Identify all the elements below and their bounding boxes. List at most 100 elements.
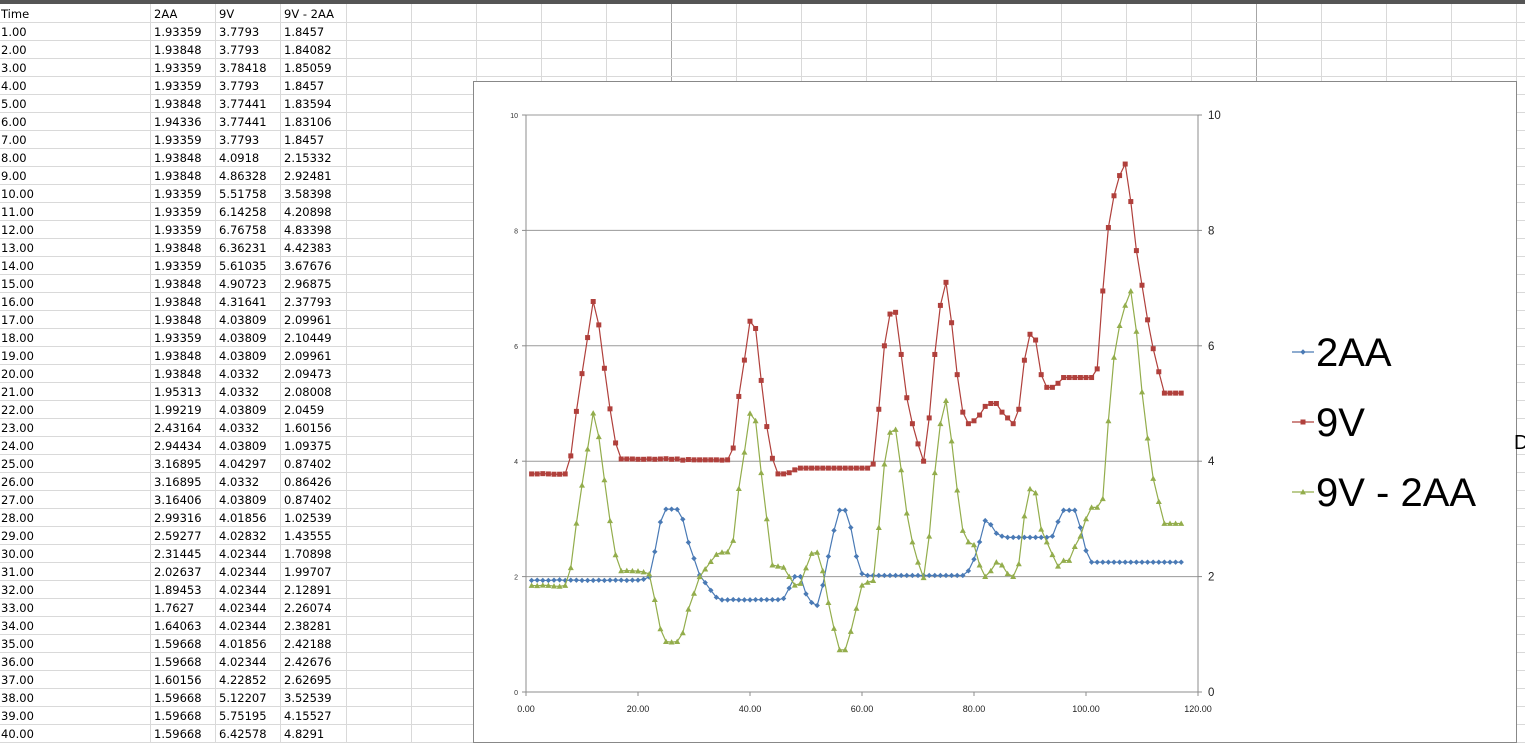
cell-2aa[interactable]: 1.94336 [154, 115, 202, 129]
cell-9v[interactable]: 3.7793 [219, 79, 260, 93]
cell-9v[interactable]: 6.36231 [219, 241, 267, 255]
cell-9v-minus-2aa[interactable]: 4.15527 [284, 709, 332, 723]
cell-9v[interactable]: 4.01856 [219, 637, 267, 651]
cell-9v[interactable]: 3.78418 [219, 61, 267, 75]
cell-9v-minus-2aa[interactable]: 4.42383 [284, 241, 332, 255]
cell-9v-minus-2aa[interactable]: 2.09961 [284, 349, 332, 363]
cell-2aa[interactable]: 1.93848 [154, 43, 202, 57]
cell-2aa[interactable]: 1.59668 [154, 709, 202, 723]
cell-time[interactable]: 39.00 [1, 709, 34, 723]
cell-9v-minus-2aa[interactable]: 2.09473 [284, 367, 332, 381]
cell-2aa[interactable]: 2.94434 [154, 439, 202, 453]
cell-time[interactable]: 21.00 [1, 385, 34, 399]
cell-time[interactable]: 30.00 [1, 547, 34, 561]
cell-2aa[interactable]: 2.59277 [154, 529, 202, 543]
cell-time[interactable]: 36.00 [1, 655, 34, 669]
cell-time[interactable]: 38.00 [1, 691, 34, 705]
cell-2aa[interactable]: 1.93848 [154, 97, 202, 111]
cell-9v[interactable]: 4.0332 [219, 385, 260, 399]
cell-2aa[interactable]: 1.93359 [154, 187, 202, 201]
cell-9v[interactable]: 4.02344 [219, 565, 267, 579]
cell-9v-minus-2aa[interactable]: 1.09375 [284, 439, 332, 453]
cell-9v-minus-2aa[interactable]: 2.08008 [284, 385, 332, 399]
cell-9v-minus-2aa[interactable]: 1.83594 [284, 97, 332, 111]
cell-2aa[interactable]: 3.16895 [154, 457, 202, 471]
cell-9v[interactable]: 3.7793 [219, 43, 260, 57]
cell-2aa[interactable]: 1.93359 [154, 133, 202, 147]
cell-9v-minus-2aa[interactable]: 4.8291 [284, 727, 325, 741]
header-cell-2aa[interactable]: 2AA [154, 7, 178, 21]
cell-time[interactable]: 26.00 [1, 475, 34, 489]
cell-2aa[interactable]: 1.7627 [154, 601, 195, 615]
cell-9v[interactable]: 5.12207 [219, 691, 267, 705]
cell-9v[interactable]: 4.0332 [219, 475, 260, 489]
cell-9v-minus-2aa[interactable]: 2.42676 [284, 655, 332, 669]
cell-time[interactable]: 15.00 [1, 277, 34, 291]
cell-9v-minus-2aa[interactable]: 3.52539 [284, 691, 332, 705]
cell-9v[interactable]: 4.0918 [219, 151, 260, 165]
cell-time[interactable]: 16.00 [1, 295, 34, 309]
cell-9v[interactable]: 6.76758 [219, 223, 267, 237]
cell-2aa[interactable]: 1.93848 [154, 169, 202, 183]
cell-2aa[interactable]: 1.93848 [154, 277, 202, 291]
cell-time[interactable]: 17.00 [1, 313, 34, 327]
cell-2aa[interactable]: 3.16895 [154, 475, 202, 489]
cell-9v[interactable]: 6.14258 [219, 205, 267, 219]
cell-9v[interactable]: 4.31641 [219, 295, 267, 309]
cell-9v-minus-2aa[interactable]: 2.15332 [284, 151, 332, 165]
cell-9v-minus-2aa[interactable]: 2.62695 [284, 673, 332, 687]
cell-9v[interactable]: 4.22852 [219, 673, 267, 687]
cell-9v[interactable]: 4.02344 [219, 655, 267, 669]
cell-time[interactable]: 19.00 [1, 349, 34, 363]
cell-9v[interactable]: 4.03809 [219, 331, 267, 345]
cell-9v-minus-2aa[interactable]: 2.09961 [284, 313, 332, 327]
cell-9v-minus-2aa[interactable]: 2.42188 [284, 637, 332, 651]
cell-2aa[interactable]: 1.99219 [154, 403, 202, 417]
cell-2aa[interactable]: 2.43164 [154, 421, 202, 435]
cell-2aa[interactable]: 1.93359 [154, 61, 202, 75]
cell-time[interactable]: 20.00 [1, 367, 34, 381]
cell-2aa[interactable]: 1.64063 [154, 619, 202, 633]
cell-9v[interactable]: 4.02344 [219, 583, 267, 597]
cell-9v-minus-2aa[interactable]: 4.83398 [284, 223, 332, 237]
cell-time[interactable]: 22.00 [1, 403, 34, 417]
cell-time[interactable]: 14.00 [1, 259, 34, 273]
cell-9v[interactable]: 4.03809 [219, 493, 267, 507]
cell-time[interactable]: 4.00 [1, 79, 27, 93]
cell-2aa[interactable]: 1.60156 [154, 673, 202, 687]
cell-9v[interactable]: 4.03809 [219, 313, 267, 327]
cell-2aa[interactable]: 1.93359 [154, 223, 202, 237]
cell-time[interactable]: 37.00 [1, 673, 34, 687]
cell-time[interactable]: 5.00 [1, 97, 27, 111]
cell-9v-minus-2aa[interactable]: 3.58398 [284, 187, 332, 201]
cell-2aa[interactable]: 1.89453 [154, 583, 202, 597]
cell-time[interactable]: 1.00 [1, 25, 27, 39]
cell-time[interactable]: 2.00 [1, 43, 27, 57]
cell-9v-minus-2aa[interactable]: 3.67676 [284, 259, 332, 273]
cell-9v[interactable]: 3.7793 [219, 133, 260, 147]
cell-time[interactable]: 13.00 [1, 241, 34, 255]
cell-9v-minus-2aa[interactable]: 2.38281 [284, 619, 332, 633]
cell-9v[interactable]: 3.7793 [219, 25, 260, 39]
cell-time[interactable]: 18.00 [1, 331, 34, 345]
cell-time[interactable]: 28.00 [1, 511, 34, 525]
cell-9v[interactable]: 3.77441 [219, 115, 267, 129]
cell-time[interactable]: 27.00 [1, 493, 34, 507]
cell-9v-minus-2aa[interactable]: 1.84082 [284, 43, 332, 57]
cell-9v-minus-2aa[interactable]: 4.20898 [284, 205, 332, 219]
cell-time[interactable]: 32.00 [1, 583, 34, 597]
cell-time[interactable]: 25.00 [1, 457, 34, 471]
cell-9v-minus-2aa[interactable]: 1.83106 [284, 115, 332, 129]
cell-time[interactable]: 9.00 [1, 169, 27, 183]
cell-9v[interactable]: 5.51758 [219, 187, 267, 201]
cell-9v[interactable]: 4.02344 [219, 601, 267, 615]
cell-9v-minus-2aa[interactable]: 1.43555 [284, 529, 332, 543]
cell-9v-minus-2aa[interactable]: 2.96875 [284, 277, 332, 291]
cell-time[interactable]: 10.00 [1, 187, 34, 201]
cell-time[interactable]: 7.00 [1, 133, 27, 147]
cell-9v[interactable]: 4.02344 [219, 547, 267, 561]
cell-2aa[interactable]: 1.59668 [154, 727, 202, 741]
cell-2aa[interactable]: 1.93848 [154, 151, 202, 165]
cell-time[interactable]: 29.00 [1, 529, 34, 543]
cell-9v[interactable]: 4.90723 [219, 277, 267, 291]
